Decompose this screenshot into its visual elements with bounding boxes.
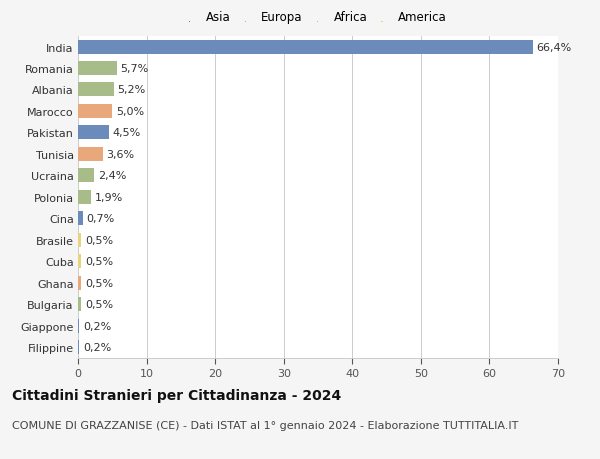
Bar <box>78 255 82 269</box>
Bar <box>78 190 91 204</box>
Bar <box>78 105 112 118</box>
Text: 5,7%: 5,7% <box>121 64 149 74</box>
Text: 0,5%: 0,5% <box>85 235 113 245</box>
Bar <box>78 40 533 54</box>
Bar <box>78 62 117 76</box>
Text: 0,5%: 0,5% <box>85 278 113 288</box>
Text: 0,5%: 0,5% <box>85 257 113 267</box>
Text: COMUNE DI GRAZZANISE (CE) - Dati ISTAT al 1° gennaio 2024 - Elaborazione TUTTITA: COMUNE DI GRAZZANISE (CE) - Dati ISTAT a… <box>12 420 518 430</box>
Text: 0,5%: 0,5% <box>85 299 113 309</box>
Text: 0,2%: 0,2% <box>83 321 111 331</box>
Bar <box>78 341 79 354</box>
Bar <box>78 297 82 311</box>
Bar <box>78 233 82 247</box>
Bar <box>78 147 103 162</box>
Bar <box>78 84 113 97</box>
Text: 1,9%: 1,9% <box>94 192 123 202</box>
Bar <box>78 319 79 333</box>
Text: 5,0%: 5,0% <box>116 106 144 117</box>
Text: Cittadini Stranieri per Cittadinanza - 2024: Cittadini Stranieri per Cittadinanza - 2… <box>12 388 341 402</box>
Text: 5,2%: 5,2% <box>117 85 145 95</box>
Bar <box>78 212 83 226</box>
Text: 66,4%: 66,4% <box>537 42 572 52</box>
Text: 0,7%: 0,7% <box>86 214 115 224</box>
Text: 4,5%: 4,5% <box>112 128 140 138</box>
Text: 3,6%: 3,6% <box>106 150 134 160</box>
Bar <box>78 169 94 183</box>
Legend: Asia, Europa, Africa, America: Asia, Europa, Africa, America <box>190 11 446 24</box>
Bar <box>78 126 109 140</box>
Text: 0,2%: 0,2% <box>83 342 111 353</box>
Bar <box>78 276 82 290</box>
Text: 2,4%: 2,4% <box>98 171 126 181</box>
